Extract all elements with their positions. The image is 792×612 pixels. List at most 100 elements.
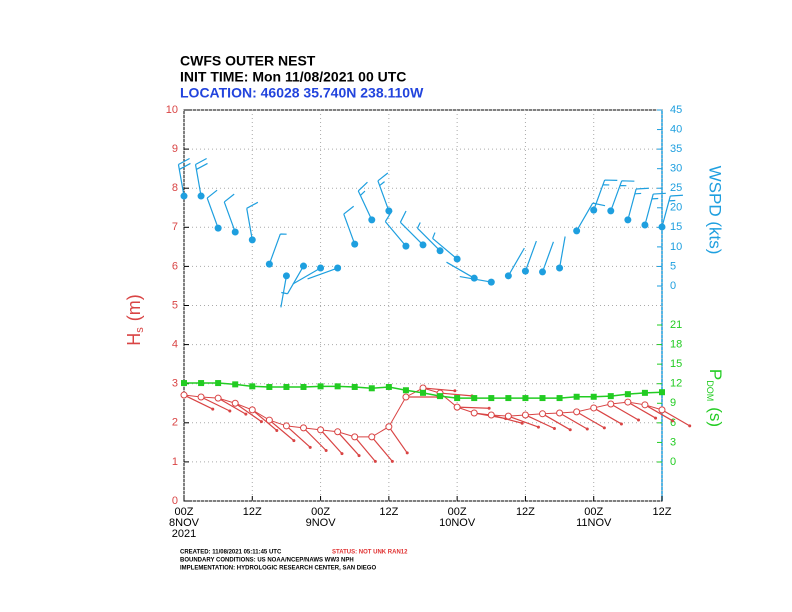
y-tick-label: 9 (172, 143, 178, 155)
wspd-point (214, 224, 222, 232)
pdom-point (641, 389, 648, 396)
x-date-label: 9NOV (306, 517, 337, 529)
wave-arrow (388, 426, 408, 454)
y-right-tick-label: 12 (670, 378, 682, 390)
wspd-point (300, 262, 307, 270)
wave-arrow (337, 431, 360, 456)
wind-barb (644, 192, 666, 226)
y3-label-sub: DOM (705, 380, 715, 401)
wspd-point (351, 240, 359, 248)
pdom-point (266, 383, 273, 390)
hs-point (248, 406, 256, 414)
pdom-point (659, 389, 665, 396)
wspd-point (453, 255, 461, 263)
hs-point (300, 424, 307, 432)
footer-boundary: BOUNDARY CONDITIONS: US NOAA/NCEP/NAWS W… (180, 558, 354, 564)
wind-barb (268, 233, 287, 265)
wind-barb (206, 189, 219, 229)
wind-barb (246, 201, 259, 240)
y2-axis-label: WSPD (kts) (706, 166, 725, 255)
pdom-point (215, 380, 222, 387)
wind-barb (610, 180, 635, 212)
wave-arrow (576, 411, 605, 429)
x-tick-label: 12Z (653, 506, 672, 518)
wave-arrow (251, 409, 278, 431)
wave-arrow-head (487, 406, 491, 410)
pdom-point (317, 383, 324, 390)
y3-label-unit: (s) (706, 407, 725, 427)
wind-barb (507, 247, 525, 277)
wave-arrow-head (275, 428, 279, 432)
wind-barb (292, 267, 321, 285)
wspd-point (521, 267, 529, 275)
hs-point (641, 401, 649, 409)
wave-arrow (371, 436, 393, 462)
wind-barb (541, 241, 555, 273)
wave-arrow (303, 427, 327, 451)
wind-barb (661, 194, 683, 228)
y-right-tick-label: 15 (670, 358, 682, 370)
y-tick-label: 2 (172, 417, 178, 429)
y-tick-label: 4 (172, 339, 178, 351)
hs-point (197, 393, 205, 401)
y-label-unit: (m) (124, 294, 144, 321)
hs-point (590, 404, 598, 412)
pdom-point (505, 395, 512, 402)
y-right-tick-label: 0 (670, 456, 676, 468)
wspd-point (487, 278, 495, 286)
wind-barb (280, 275, 288, 308)
pdom-point (573, 393, 580, 400)
wind-barb (627, 187, 649, 221)
wspd-point (282, 272, 290, 280)
wave-arrow-head (390, 459, 394, 463)
y-right-tick-label: 9 (670, 397, 676, 409)
pdom-point (522, 395, 529, 402)
wave-arrow-head (228, 409, 232, 413)
hs-point (402, 393, 410, 401)
hs-point (607, 400, 615, 408)
x-date-label: 8NOV (169, 517, 200, 529)
wind-barb (416, 222, 441, 252)
hs-point (504, 412, 512, 420)
y-right-tick-label: 0 (670, 280, 676, 292)
footer-created: CREATED: 11/08/2021 05:11:45 UTC (180, 550, 282, 556)
y-label-main: H (124, 333, 144, 346)
x-tick-label: 12Z (516, 506, 535, 518)
wspd-point (368, 216, 376, 224)
wave-arrow (200, 396, 231, 412)
wind-barb (357, 181, 373, 221)
y-tick-label: 8 (172, 182, 178, 194)
hs-point (470, 409, 478, 417)
wave-arrow (644, 404, 673, 422)
y-right-tick-label: 30 (670, 163, 682, 175)
hs-point (282, 422, 290, 430)
wspd-point (436, 247, 444, 255)
y-right-tick-label: 45 (670, 104, 682, 116)
x-year-label: 2021 (172, 528, 196, 540)
wave-arrow (627, 401, 656, 419)
hs-point (521, 411, 529, 419)
wind-barb (177, 157, 191, 197)
wave-arrow-head (536, 425, 540, 429)
hs-point (317, 426, 325, 434)
y-tick-label: 5 (172, 299, 178, 311)
footer-implementation: IMPLEMENTATION: HYDROLOGIC RESEARCH CENT… (180, 566, 376, 572)
pdom-point (488, 395, 495, 402)
wave-arrow-head (520, 421, 524, 425)
wspd-point (197, 192, 205, 200)
wind-barb (593, 179, 618, 211)
wave-arrow (661, 409, 691, 427)
wave-arrow (320, 429, 343, 455)
x-tick-label: 12Z (379, 506, 398, 518)
wave-arrow-head (340, 452, 344, 456)
wave-arrow (286, 425, 311, 448)
pdom-point (420, 389, 426, 396)
y-right-tick-label: 35 (670, 143, 682, 155)
location: LOCATION: 46028 35.740N 238.110W (180, 85, 424, 101)
wind-barb (281, 265, 305, 295)
wind-barb (307, 267, 338, 280)
wind-barb (343, 205, 356, 245)
wind-barb (432, 232, 458, 260)
wind-barb (558, 236, 566, 269)
